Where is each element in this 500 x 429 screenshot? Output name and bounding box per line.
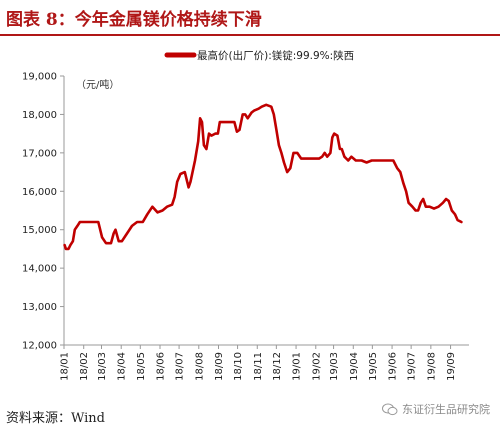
line-chart: 最高价(出厂价):镁锭:99.9%:陕西 （元/吨） 12,00013,0001… bbox=[22, 49, 469, 381]
y-tick-label: 19,000 bbox=[22, 72, 57, 83]
title-rule bbox=[0, 34, 500, 36]
x-tick-label: 18/11 bbox=[253, 352, 264, 381]
x-tick-label: 18/08 bbox=[194, 352, 205, 381]
x-tick-label: 18/09 bbox=[214, 352, 225, 381]
watermark-text: 东证衍生品研究院 bbox=[402, 403, 490, 416]
y-tick-label: 16,000 bbox=[22, 187, 57, 198]
x-tick-label: 18/02 bbox=[79, 352, 90, 381]
x-tick-label: 18/03 bbox=[97, 352, 108, 381]
x-tick-label: 19/01 bbox=[292, 352, 303, 381]
x-tick-label: 18/05 bbox=[136, 352, 147, 381]
y-tick-label: 14,000 bbox=[22, 264, 57, 275]
legend-label: 最高价(出厂价):镁锭:99.9%:陕西 bbox=[197, 49, 354, 62]
y-tick-label: 13,000 bbox=[22, 302, 57, 313]
figure-title: 图表 8：今年金属镁价格持续下滑 bbox=[6, 10, 262, 30]
x-tick-label: 19/08 bbox=[426, 352, 437, 381]
x-tick-label: 19/07 bbox=[407, 352, 418, 381]
x-ticks: 18/01 18/02 18/03 18/04 18/05 18/06 18/07 18/08… bbox=[60, 345, 457, 381]
y-tick-label: 15,000 bbox=[22, 225, 57, 236]
x-tick-label: 18/06 bbox=[156, 352, 167, 381]
x-tick-label: 18/12 bbox=[272, 352, 283, 381]
x-tick-label: 19/06 bbox=[388, 352, 399, 381]
legend: 最高价(出厂价):镁锭:99.9%:陕西 bbox=[164, 49, 354, 62]
y-ticks: 12,000 13,000 14,000 15,000 16,000 17,000 18,0… bbox=[22, 72, 64, 352]
x-tick-label: 19/02 bbox=[311, 352, 322, 381]
y-unit-label: （元/吨） bbox=[76, 78, 119, 91]
x-tick-label: 19/09 bbox=[446, 352, 457, 381]
x-tick-label: 18/10 bbox=[233, 352, 244, 381]
wechat-icon bbox=[382, 403, 398, 415]
x-tick-label: 19/03 bbox=[329, 352, 340, 381]
x-tick-label: 18/07 bbox=[175, 352, 186, 381]
x-tick-label: 19/04 bbox=[349, 352, 360, 381]
y-tick-label: 12,000 bbox=[22, 341, 57, 352]
series-line bbox=[63, 103, 463, 251]
source-note: 资料来源：Wind bbox=[6, 411, 105, 426]
x-tick-label: 19/05 bbox=[368, 352, 379, 381]
watermark: 东证衍生品研究院 bbox=[382, 401, 490, 417]
x-tick-label: 18/01 bbox=[60, 352, 71, 381]
y-tick-label: 17,000 bbox=[22, 148, 57, 159]
axes bbox=[63, 76, 469, 346]
y-tick-label: 18,000 bbox=[22, 110, 57, 121]
series bbox=[63, 103, 463, 251]
x-tick-label: 18/04 bbox=[117, 352, 128, 381]
